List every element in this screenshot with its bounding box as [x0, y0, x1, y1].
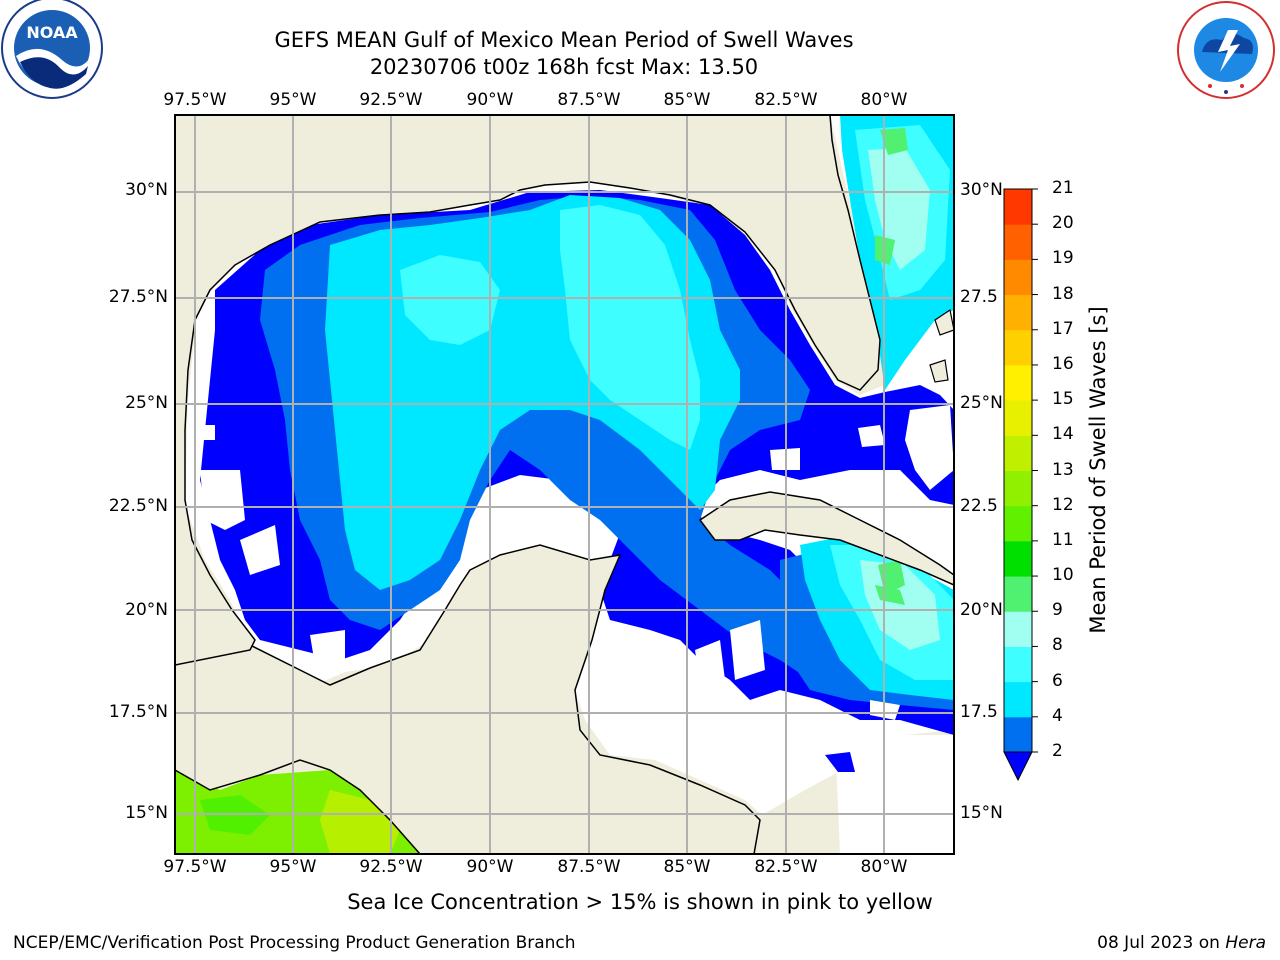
lon-label-top: 92.5°W: [359, 90, 423, 110]
colorbar-segment: [1004, 259, 1032, 296]
colorbar-segment: [1004, 470, 1032, 507]
colorbar-segment: [1004, 329, 1032, 366]
chart-subtitle: 20230706 t00z 168h fcst Max: 13.50: [369, 55, 759, 79]
lat-label-right: 15°N: [960, 803, 1003, 823]
sea-ice-note-text: Sea Ice Concentration > 15% is shown in …: [347, 890, 933, 914]
lon-label-bottom: 92.5°W: [359, 857, 423, 877]
colorbar-tick-label: 2: [1052, 741, 1063, 761]
sea-ice-note: Sea Ice Concentration > 15% is shown in …: [0, 890, 1280, 914]
map-frame: [174, 114, 955, 855]
lat-label-left: 20°N: [125, 600, 168, 620]
colorbar-tick-label: 18: [1052, 283, 1074, 304]
lat-label-left: 17.5°N: [108, 702, 168, 722]
colorbar-tick-label: 8: [1052, 635, 1063, 656]
colorbar-segment: [1004, 435, 1032, 471]
colorbar-segment: [1004, 294, 1032, 331]
lat-label-right: 30°N: [960, 180, 1003, 200]
lon-label-bottom: 97.5°W: [163, 857, 227, 877]
lat-label-right: 25°N: [960, 393, 1003, 413]
footer-machine: Hera: [1225, 933, 1266, 953]
colorbar-tick-label: 16: [1052, 353, 1074, 374]
colorbar-segment: [1004, 681, 1032, 718]
colorbar-tick-label: 21: [1052, 178, 1074, 198]
lat-label-right: 27.5: [960, 287, 998, 307]
lon-label-top: 97.5°W: [163, 90, 227, 110]
colorbar-tick-label: 9: [1052, 600, 1063, 621]
lon-label-bottom: 85°W: [663, 857, 711, 877]
colorbar-segment: [1004, 646, 1032, 683]
map-plot-area: [175, 115, 954, 854]
chart-title: GEFS MEAN Gulf of Mexico Mean Period of …: [274, 28, 854, 52]
footer-date: 08 Jul 2023 on Hera: [1097, 933, 1266, 953]
lon-label-top: 85°W: [663, 90, 711, 110]
colorbar-segment: [1004, 611, 1032, 647]
colorbar-tick-label: 6: [1052, 670, 1063, 691]
cuba: [698, 491, 954, 586]
colorbar-tick-label: 12: [1052, 494, 1074, 515]
noaa-logo-text: NOAA: [26, 23, 78, 42]
lat-label-left: 27.5°N: [108, 287, 168, 307]
colorbar-segment: [1004, 505, 1032, 542]
lon-label-bottom: 95°W: [269, 857, 317, 877]
footer-date-text: 08 Jul 2023 on: [1097, 933, 1226, 953]
colorbar-segment: [1004, 400, 1032, 436]
lon-label-bottom: 90°W: [466, 857, 514, 877]
lat-label-left: 15°N: [125, 803, 168, 823]
colorbar-segment: [1004, 540, 1032, 577]
lon-label-bottom: 82.5°W: [754, 857, 818, 877]
colorbar-segment: [1004, 716, 1032, 753]
colorbar-tick-label: 20: [1052, 213, 1074, 234]
lon-label-top: 82.5°W: [754, 90, 818, 110]
colorbar-segment: [1004, 576, 1032, 612]
colorbar-tick-label: 15: [1052, 389, 1074, 410]
colorbar-label: Mean Period of Swell Waves [s]: [1086, 306, 1110, 634]
yucatan: [175, 544, 761, 854]
colorbar-tick-label: 17: [1052, 318, 1074, 339]
colorbar-tick-label: 13: [1052, 459, 1074, 480]
colorbar-extend-triangle: [1003, 751, 1033, 782]
colorbar-segment: [1004, 224, 1032, 260]
lat-label-left: 25°N: [125, 393, 168, 413]
lon-label-top: 80°W: [860, 90, 908, 110]
graticule: [175, 115, 954, 854]
lon-label-bottom: 87.5°W: [557, 857, 621, 877]
lat-label-right: 22.5: [960, 496, 998, 516]
lat-label-right: 17.5: [960, 702, 998, 722]
lon-label-top: 95°W: [269, 90, 317, 110]
lon-label-top: 87.5°W: [557, 90, 621, 110]
colorbar-segment: [1004, 189, 1032, 225]
lon-label-bottom: 80°W: [860, 857, 908, 877]
lat-label-left: 22.5°N: [108, 496, 168, 516]
lat-label-left: 30°N: [125, 180, 168, 200]
lat-label-right: 20°N: [960, 600, 1003, 620]
footer-branch: NCEP/EMC/Verification Post Processing Pr…: [13, 933, 576, 953]
us-land: [175, 115, 881, 666]
colorbar-tick-label: 19: [1052, 248, 1074, 269]
colorbar-tick-label: 11: [1052, 529, 1074, 550]
colorbar-segment: [1004, 364, 1032, 401]
colorbar-tick-label: 10: [1052, 565, 1074, 586]
colorbar-tick-label: 4: [1052, 705, 1063, 726]
colorbar-tick-label: 14: [1052, 424, 1074, 445]
lon-label-top: 90°W: [466, 90, 514, 110]
